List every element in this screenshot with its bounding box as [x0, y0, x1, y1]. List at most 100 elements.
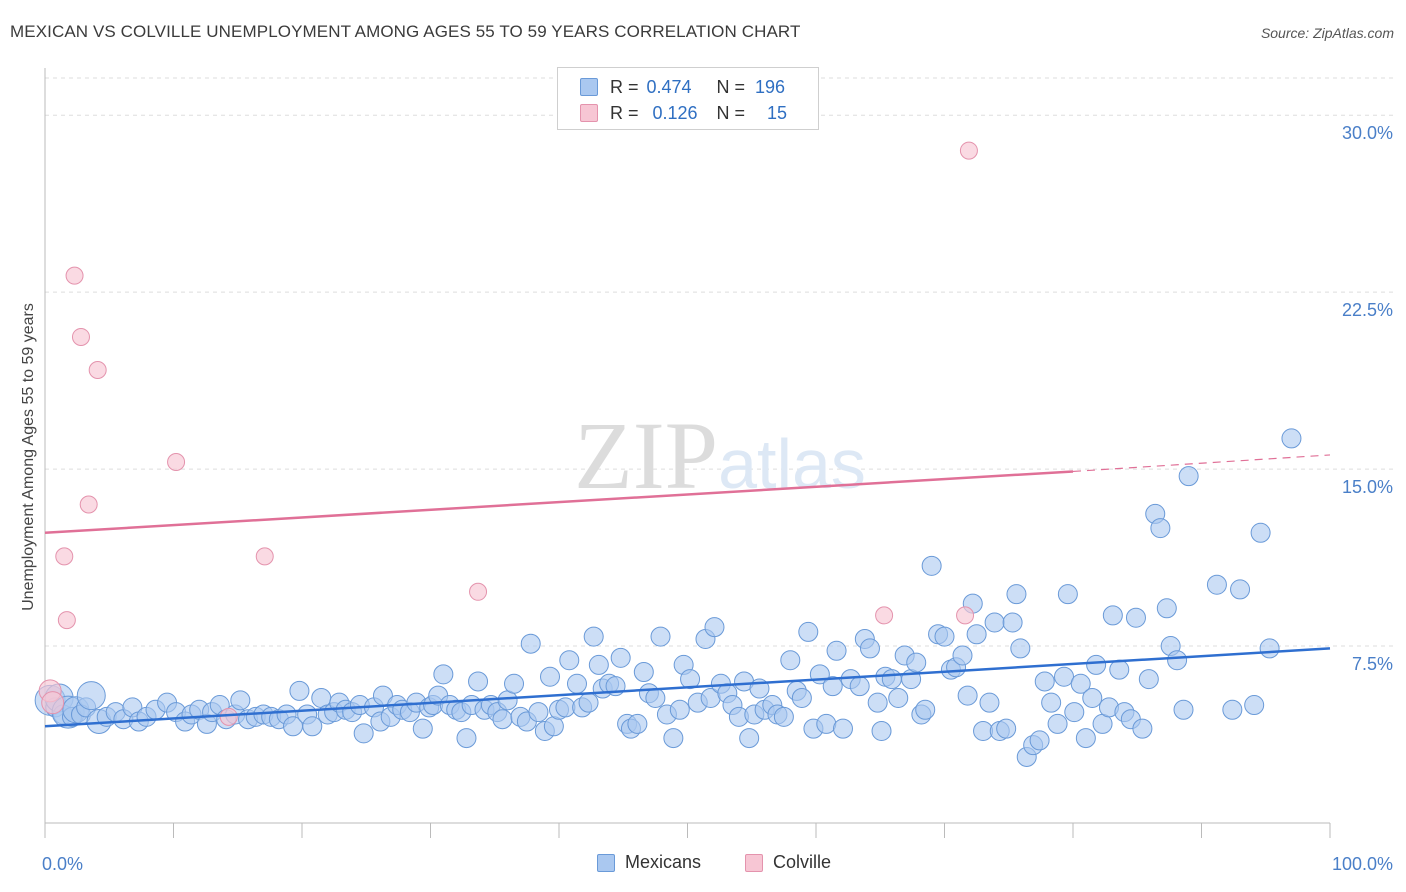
- mexicans-point: [633, 662, 654, 682]
- y-tick-label: 30.0%: [1342, 123, 1393, 143]
- mexicans-point: [1029, 730, 1050, 751]
- mexicans-point: [680, 669, 701, 690]
- colville-point: [959, 141, 978, 160]
- y-tick-label: 7.5%: [1352, 654, 1393, 674]
- colville-point: [71, 327, 90, 346]
- mexicans-point: [1138, 669, 1159, 690]
- mexicans-point: [849, 676, 870, 697]
- mexicans-point: [1250, 522, 1271, 543]
- mexicans-point: [906, 652, 927, 673]
- mexicans-point: [952, 645, 973, 666]
- mexicans-point: [559, 650, 580, 671]
- y-tick-label: 22.5%: [1342, 300, 1393, 320]
- mexicans-point: [578, 692, 599, 713]
- legend-item-mexicans: Mexicans: [597, 852, 701, 873]
- mexicans-point: [915, 699, 936, 720]
- mexicans-point: [1156, 598, 1177, 619]
- mexicans-trend-line: [44, 647, 1331, 728]
- colville-point: [167, 453, 186, 472]
- legend-n-value: 15: [767, 102, 788, 123]
- mexicans-point: [881, 669, 902, 690]
- mexicans-point: [826, 640, 847, 661]
- mexicans-point: [1173, 699, 1194, 720]
- mexicans-point: [588, 654, 609, 675]
- colville-point: [65, 266, 84, 285]
- mexicans-point: [996, 718, 1017, 739]
- mexicans-point: [957, 685, 978, 706]
- mexicans-point: [627, 713, 648, 734]
- colville-point: [79, 495, 98, 514]
- axes: [44, 68, 1331, 838]
- chart-title: MEXICAN VS COLVILLE UNEMPLOYMENT AMONG A…: [10, 22, 801, 41]
- mexicans-point: [1206, 574, 1227, 595]
- colville-points: [38, 141, 978, 726]
- mexicans-point: [1082, 687, 1103, 708]
- mexicans-point: [822, 676, 843, 697]
- legend-n-label: N =: [716, 76, 746, 97]
- legend-label-colville: Colville: [773, 852, 832, 872]
- mexicans-point: [610, 647, 631, 668]
- mexicans-point: [934, 626, 955, 647]
- mexicans-point: [798, 621, 819, 642]
- legend-n-label: N =: [716, 102, 746, 123]
- watermark: ZIPatlas: [574, 402, 866, 509]
- mexicans-point: [780, 650, 801, 671]
- mexicans-points: [34, 428, 1302, 767]
- mexicans-point: [1064, 702, 1085, 723]
- mexicans-point: [1002, 612, 1023, 633]
- mexicans-point: [456, 728, 477, 749]
- mexicans-point: [867, 692, 888, 713]
- legend-row-mexicans: R = 0.474 N = 196: [580, 76, 785, 98]
- mexicans-point: [76, 681, 106, 711]
- colville-trend-extension: [1072, 454, 1331, 473]
- mexicans-point: [650, 626, 671, 647]
- trend-lines: [44, 454, 1331, 728]
- mexicans-point: [739, 728, 760, 749]
- colville-point: [57, 611, 76, 630]
- mexicans-point: [1057, 584, 1078, 605]
- mexicans-point: [921, 555, 942, 576]
- mexicans-point: [859, 638, 880, 659]
- mexicans-point: [1034, 671, 1055, 692]
- mexicans-point: [1222, 699, 1243, 720]
- mexicans-point: [583, 626, 604, 647]
- mexicans-point: [663, 728, 684, 749]
- mexicans-point: [1125, 607, 1146, 628]
- mexicans-point: [966, 624, 987, 645]
- y-tick-label: 15.0%: [1342, 477, 1393, 497]
- mexicans-point: [1132, 718, 1153, 739]
- x-tick-labels: 0.0% 100.0%: [42, 854, 1393, 874]
- mexicans-point: [1230, 579, 1251, 600]
- mexicans-point: [1070, 673, 1091, 694]
- legend-label-mexicans: Mexicans: [625, 852, 702, 872]
- mexicans-point: [1178, 466, 1199, 487]
- mexicans-point: [645, 687, 666, 708]
- mexicans-point: [1167, 650, 1188, 671]
- mexicans-point: [1086, 654, 1107, 675]
- colville-point: [41, 691, 65, 715]
- x-tick-label: 0.0%: [42, 854, 83, 874]
- mexicans-point: [973, 720, 994, 741]
- mexicans-point: [1109, 659, 1130, 680]
- legend-item-colville: Colville: [745, 852, 831, 873]
- colville-point: [88, 361, 107, 379]
- colville-point: [956, 606, 975, 625]
- mexicans-point: [984, 612, 1005, 633]
- grid-lines: [45, 77, 1395, 647]
- mexicans-point: [230, 690, 251, 711]
- mexicans-point: [1075, 728, 1096, 749]
- mexicans-point: [468, 671, 489, 692]
- legend-r-label: R =: [610, 76, 639, 97]
- mexicans-point: [1010, 638, 1031, 659]
- mexicans-point: [433, 664, 454, 685]
- mexicans-point: [1047, 713, 1068, 734]
- mexicans-point: [1006, 584, 1027, 605]
- mexicans-point: [289, 680, 310, 701]
- mexicans-point: [492, 709, 513, 730]
- source-credit: Source: ZipAtlas.com: [1260, 25, 1394, 41]
- mexicans-point: [871, 720, 892, 741]
- mexicans-point: [540, 666, 561, 687]
- colville-point: [469, 582, 488, 601]
- mexicans-point: [816, 713, 837, 734]
- legend-r-value: 0.126: [652, 102, 698, 123]
